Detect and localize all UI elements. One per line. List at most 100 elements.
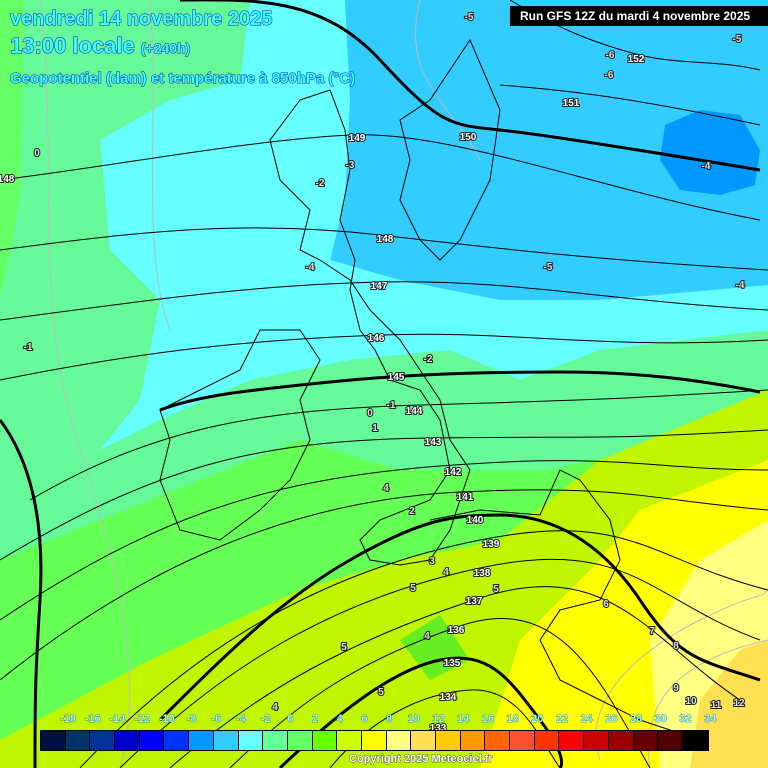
legend-swatch xyxy=(436,731,461,750)
legend-tick-label: 26 xyxy=(605,713,618,726)
legend-tick-label: -6 xyxy=(211,713,222,726)
temperature-label: 12 xyxy=(733,698,745,709)
local-time: 13:00 locale xyxy=(10,33,136,59)
geopotential-label: 151 xyxy=(563,98,580,109)
legend-tick-label: 22 xyxy=(555,713,569,726)
geopotential-label: 144 xyxy=(406,406,423,417)
temp-band-12-14 xyxy=(690,640,768,768)
legend-swatch xyxy=(559,731,585,750)
temperature-label: 10 xyxy=(685,696,697,707)
temperature-label: -1 xyxy=(387,400,396,411)
geopotential-label: 150 xyxy=(460,132,477,143)
legend-tick-label: 24 xyxy=(580,713,593,726)
legend-tick-label: -2 xyxy=(260,713,271,726)
legend-tick-label: 30 xyxy=(654,713,667,726)
legend-swatch xyxy=(287,731,313,750)
color-legend xyxy=(40,730,709,751)
legend-tick-label: 16 xyxy=(481,713,495,726)
legend-tick-label: 0 xyxy=(287,713,294,726)
temperature-label: -6 xyxy=(606,50,615,61)
temperature-label: 5 xyxy=(410,583,416,594)
temperature-label: 7 xyxy=(649,626,655,637)
temperature-label: 0 xyxy=(367,408,373,419)
temperature-label: 5 xyxy=(378,687,384,698)
geopotential-label: 143 xyxy=(425,437,442,448)
legend-swatch xyxy=(608,731,634,750)
temperature-label: 1 xyxy=(372,423,378,434)
copyright: Copyright 2025 Meteociel.fr xyxy=(349,753,493,766)
geopotential-label: 148 xyxy=(0,174,15,185)
temperature-label: 5 xyxy=(341,642,347,653)
temperature-label: 0 xyxy=(34,148,40,159)
geopotential-label: 138 xyxy=(474,568,491,579)
geopotential-label: 134 xyxy=(440,692,457,703)
legend-swatch xyxy=(633,731,659,750)
legend-swatch xyxy=(263,731,288,750)
legend-tick-label: 14 xyxy=(457,713,470,726)
geopotential-label: 140 xyxy=(467,515,484,526)
geopotential-label: 147 xyxy=(371,281,388,292)
legend-tick-label: 8 xyxy=(386,713,393,726)
legend-swatch xyxy=(682,731,708,750)
forecast-time: 13:00 locale (+240h) xyxy=(10,33,191,59)
temperature-label: -5 xyxy=(465,12,474,23)
temperature-label: 4 xyxy=(272,702,278,713)
legend-swatch xyxy=(41,731,66,750)
temp-patch-neg6 xyxy=(660,110,760,195)
temperature-label: -4 xyxy=(306,262,315,273)
geopotential-label: 141 xyxy=(457,492,474,503)
legend-tick-label: 32 xyxy=(679,713,692,726)
run-label: Run GFS 12Z du mardi 4 novembre 2025 xyxy=(510,6,768,26)
temp-band-neg6-neg4 xyxy=(330,0,768,300)
temperature-label: -4 xyxy=(702,161,711,172)
temperature-label: 4 xyxy=(383,483,389,494)
legend-swatch xyxy=(115,731,140,750)
temperature-label: -6 xyxy=(605,70,614,81)
geopotential-label: 142 xyxy=(445,467,462,478)
temp-patch-4-6 xyxy=(400,615,470,680)
temp-band-2-4-west xyxy=(0,0,25,300)
legend-tick-label: -12 xyxy=(134,713,151,726)
map-subtitle: Geopotentiel (dam) et température à 850h… xyxy=(9,70,356,88)
legend-swatch xyxy=(361,731,387,750)
lead-time: (+240h) xyxy=(140,40,191,57)
geopotential-label: 152 xyxy=(628,54,645,65)
temperature-label: -5 xyxy=(733,34,742,45)
legend-swatch xyxy=(312,731,338,750)
legend-swatch xyxy=(238,731,264,750)
legend-tick-label: -16 xyxy=(84,713,101,726)
legend-swatch xyxy=(584,731,609,750)
temperature-label: 2 xyxy=(409,506,415,517)
legend-swatch xyxy=(139,731,165,750)
temperature-label: -2 xyxy=(316,178,325,189)
legend-tick-label: -18 xyxy=(60,713,77,726)
temperature-label: 9 xyxy=(673,683,679,694)
legend-swatch xyxy=(386,731,412,750)
legend-tick-labels: -18 -16 -14 -12 -10 -8 -6 -4 -2 0 2 4 6 8 10 12 14 16 18 20… xyxy=(40,713,717,727)
legend-tick-label: 20 xyxy=(531,713,544,726)
legend-swatch xyxy=(90,731,116,750)
legend-swatch xyxy=(189,731,214,750)
temperature-label: 6 xyxy=(603,599,609,610)
legend-tick-label: -10 xyxy=(158,713,176,726)
legend-swatch xyxy=(337,731,362,750)
legend-swatch xyxy=(510,731,535,750)
coastlines xyxy=(159,38,701,741)
legend-tick-label: -8 xyxy=(186,713,197,726)
legend-tick-label: 34 xyxy=(704,713,717,726)
legend-swatch xyxy=(460,731,486,750)
geopotential-label: 149 xyxy=(349,133,366,144)
geopotential-label: 145 xyxy=(388,372,405,383)
legend-tick-label: -14 xyxy=(109,713,126,726)
legend-swatch xyxy=(658,731,683,750)
forecast-date: vendredi 14 novembre 2025 xyxy=(9,8,273,31)
geopotential-label: 137 xyxy=(466,596,483,607)
legend-swatch xyxy=(164,731,190,750)
geopotential-label: 136 xyxy=(448,625,465,636)
temperature-label: 11 xyxy=(711,700,722,711)
temperature-label: -5 xyxy=(544,262,553,273)
legend-swatch xyxy=(485,731,511,750)
legend-tick-label: 6 xyxy=(361,713,368,726)
